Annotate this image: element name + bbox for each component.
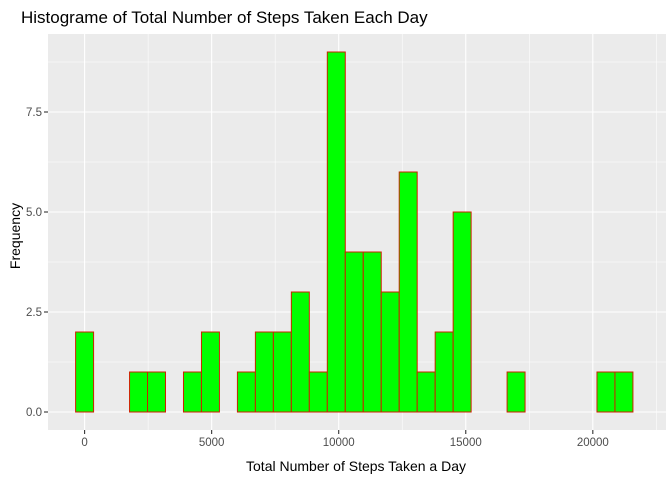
histogram-bar <box>75 331 95 413</box>
y-axis-title: Frequency <box>7 203 23 269</box>
histogram-bar <box>147 371 166 413</box>
histogram-bar <box>434 331 454 413</box>
histogram-bar <box>452 211 472 413</box>
x-tick-label: 10000 <box>323 437 355 449</box>
histogram-bar <box>200 331 220 413</box>
histogram-bar <box>362 251 382 413</box>
x-tick-label: 0 <box>81 437 87 449</box>
chart-title: Histograme of Total Number of Steps Take… <box>21 8 428 27</box>
histogram-bar <box>290 291 310 413</box>
histogram-bars <box>75 51 634 413</box>
y-axis: 0.0 2.5 5.0 7.5 <box>26 107 48 419</box>
histogram-bar <box>614 371 634 413</box>
histogram-bar <box>398 171 418 413</box>
histogram-bar <box>380 291 400 413</box>
histogram-bar <box>326 51 346 413</box>
y-tick-label: 2.5 <box>26 307 42 319</box>
histogram-bar <box>416 371 436 413</box>
y-tick-label: 7.5 <box>26 107 42 119</box>
y-tick-label: 5.0 <box>26 207 42 219</box>
x-tick-label: 5000 <box>199 437 225 449</box>
histogram-bar <box>254 331 274 413</box>
histogram-bar <box>506 371 526 413</box>
x-tick-label: 20000 <box>577 437 609 449</box>
histogram-bar <box>272 331 292 413</box>
histogram-bar <box>596 371 616 413</box>
histogram-bar <box>344 251 364 413</box>
x-axis: 0 5000 10000 15000 20000 <box>81 430 609 449</box>
y-tick-label: 0.0 <box>26 407 42 419</box>
histogram-bar <box>308 371 328 413</box>
histogram-bar <box>129 371 149 413</box>
x-tick-label: 15000 <box>450 437 482 449</box>
histogram-bar <box>236 371 256 413</box>
x-axis-title: Total Number of Steps Taken a Day <box>246 458 466 474</box>
histogram-bar <box>182 371 202 413</box>
